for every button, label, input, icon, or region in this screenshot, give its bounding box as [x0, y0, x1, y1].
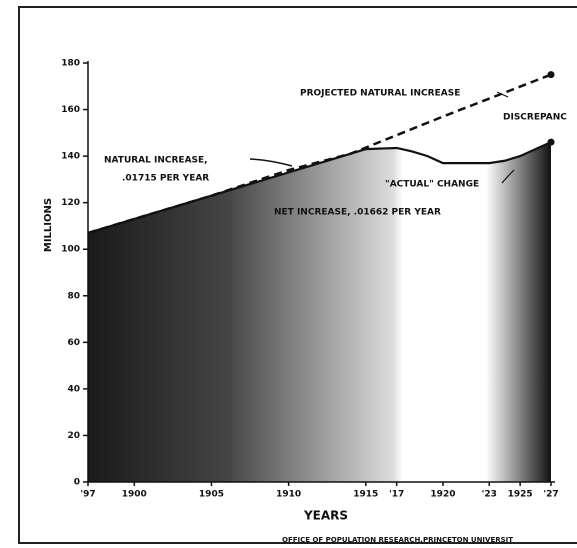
- annotation: DISCREPANC: [503, 113, 567, 123]
- annotation: NET INCREASE, .01662 PER YEAR: [274, 208, 441, 218]
- y-axis-label: MILLIONS: [43, 198, 54, 252]
- x-tick-label: 1915: [353, 490, 378, 500]
- annotation: PROJECTED NATURAL INCREASE: [300, 89, 460, 99]
- y-tick-label: 80: [67, 291, 80, 301]
- y-tick-label: 100: [61, 245, 80, 255]
- y-tick-label: 180: [61, 59, 80, 69]
- annotation: "ACTUAL" CHANGE: [385, 180, 479, 190]
- annotation: NATURAL INCREASE,: [104, 156, 208, 166]
- end-point: [547, 138, 555, 146]
- x-tick-label: 1905: [199, 490, 224, 500]
- y-tick-label: 60: [67, 338, 80, 348]
- arrow: [501, 169, 515, 184]
- line: [87, 141, 552, 234]
- source: OFFICE OF POPULATION RESEARCH,PRINCETON …: [282, 536, 513, 544]
- x-tick-label: 1920: [430, 490, 455, 500]
- frame: [18, 6, 577, 544]
- x-tick-label: 1900: [122, 490, 147, 500]
- x-tick-label: 1925: [508, 490, 533, 500]
- x-tick-label: 1910: [276, 490, 301, 500]
- y-tick-label: 160: [61, 105, 80, 115]
- y-tick-label: 140: [61, 152, 80, 162]
- arrow: [249, 158, 293, 167]
- y-tick-label: 120: [61, 198, 80, 208]
- x-tick-label: '23: [482, 490, 497, 500]
- annotation: .01715 PER YEAR: [122, 174, 209, 184]
- arrow: [496, 91, 509, 98]
- end-point: [547, 71, 555, 79]
- x-axis-label: YEARS: [303, 509, 348, 523]
- plot: 0 20 40 60 80 100 120 140 160 180 '97 1900 1905 1910 1…: [61, 59, 558, 500]
- y-tick-label: 40: [67, 384, 80, 394]
- area: [88, 142, 551, 482]
- y-tick-label: 0: [74, 478, 80, 488]
- y-tick-label: 20: [67, 431, 80, 441]
- x-tick-label: '97: [80, 490, 95, 500]
- x-tick-label: '27: [543, 490, 558, 500]
- x-tick-label: '17: [389, 490, 404, 500]
